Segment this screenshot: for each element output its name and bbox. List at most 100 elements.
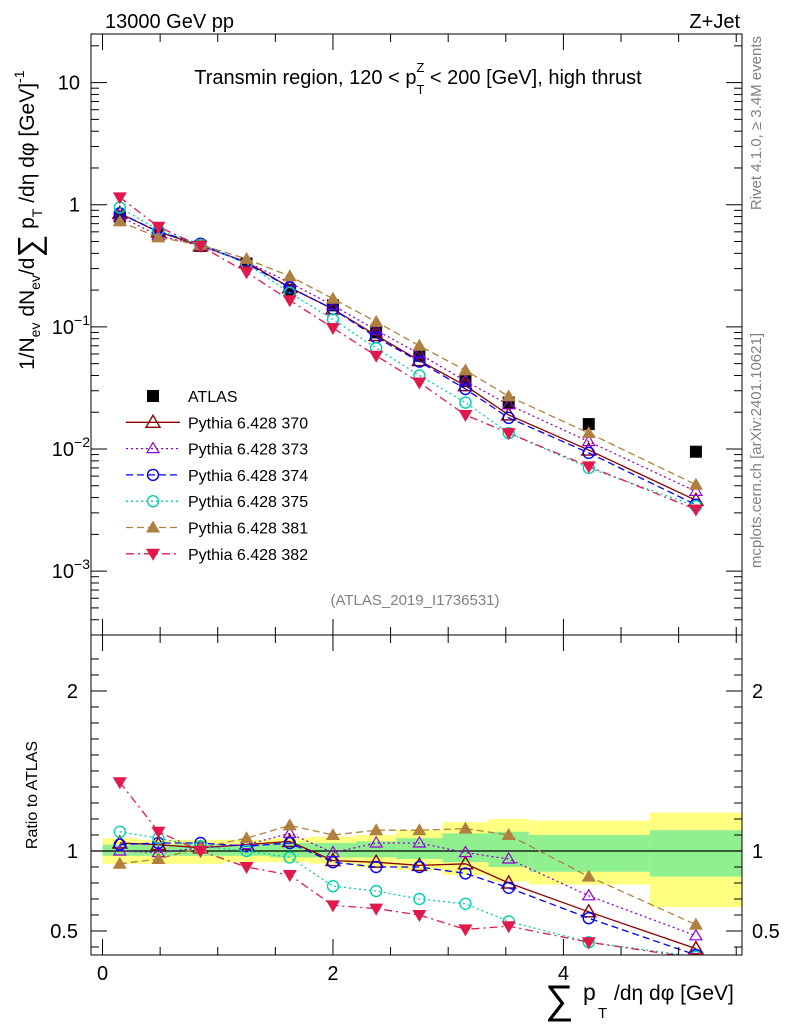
ratio-data-point-p375 [689, 950, 702, 955]
legend-marker [146, 520, 160, 533]
ratio-data-point-p381 [282, 818, 297, 831]
ratio-series-line-p381 [119, 824, 697, 926]
main-plot-series [111, 192, 705, 517]
ratio-series-line-p370 [119, 840, 697, 950]
ratio-data-point-p373 [239, 837, 254, 850]
legend-label: Pythia 6.428 382 [188, 547, 308, 564]
ratio-data-point-p381 [151, 852, 166, 864]
ratio-data-point-p382 [151, 826, 166, 839]
ratio-data-point-p374 [283, 836, 296, 850]
ratio-data-point-p373 [501, 851, 516, 864]
ratio-data-point-p375 [413, 892, 426, 906]
data-point-p381 [458, 363, 473, 376]
ratio-series-line-p373 [119, 832, 697, 937]
data-point-p382 [501, 428, 516, 441]
legend-item-p374: Pythia 6.428 374 [126, 468, 308, 485]
series-line-p381 [119, 220, 697, 486]
ratio-data-point-p374 [689, 948, 703, 955]
data-point-p382 [325, 322, 340, 335]
data-point-p375 [459, 396, 472, 409]
ratio-data-point-p381 [239, 831, 254, 844]
legend-label: Pythia 6.428 374 [188, 468, 308, 485]
ratio-data-point-p381 [458, 821, 473, 834]
data-point-p381 [151, 230, 166, 243]
legend: ATLAS Pythia 6.428 370 Pythia 6.428 373 Pyt… [126, 389, 308, 564]
data-point-p381 [688, 477, 703, 490]
y-axis-label-top: 1/Nev dNev/d∑ pT /dη dφ [GeV]-1 [11, 70, 47, 370]
process-label: Z+Jet [689, 11, 740, 33]
ratio-data-point-p374 [502, 881, 515, 894]
data-point-p381 [412, 338, 427, 351]
legend-marker [144, 413, 162, 428]
svg-text:p: p [583, 979, 596, 1005]
data-point-p373 [688, 484, 703, 496]
data-point-p382 [581, 461, 596, 474]
ratio-data-point-p375 [113, 825, 127, 838]
data-point-p381 [581, 426, 596, 439]
y-tick-label: 10−1 [52, 312, 90, 339]
ratio-data-point-p370 [457, 855, 474, 870]
ratio-data-point-p373 [412, 835, 427, 848]
x-tick-label: 4 [558, 963, 569, 985]
series-p374 [113, 207, 703, 511]
data-point-ATLAS [689, 445, 702, 458]
ratio-plot-frame [90, 634, 743, 956]
data-point-p374 [582, 446, 595, 460]
main-plot-frame [90, 33, 743, 636]
ratio-data-point-p370 [411, 857, 428, 872]
data-point-p374 [502, 411, 515, 425]
legend-label: Pythia 6.428 373 [188, 442, 308, 459]
ratio-data-point-p375 [326, 880, 340, 893]
ratio-data-point-p382 [325, 900, 340, 913]
legend-item-p373: Pythia 6.428 373 [126, 441, 308, 459]
uncertainty-band-inner [269, 843, 310, 858]
ratio-data-point-p375 [240, 844, 253, 858]
data-point-p381 [239, 251, 254, 264]
data-point-p382 [193, 240, 208, 253]
uncertainty-band-inner [356, 841, 397, 858]
ratio-data-point-p381 [581, 869, 596, 882]
ratio-plot-series [111, 777, 705, 955]
ratio-y-tick-label-left: 2 [67, 681, 78, 703]
data-point-ATLAS [582, 418, 595, 431]
chart-title: Transmin region, 120 < pTZ < 200 [GeV], … [194, 60, 642, 97]
ratio-data-point-p370 [111, 834, 129, 849]
series-line-p382 [119, 196, 697, 511]
y-axis-label-ratio: Ratio to ATLAS [24, 741, 41, 849]
ratio-data-point-p382 [412, 910, 427, 922]
ratio-data-point-p374 [459, 867, 472, 880]
ratio-data-point-p374 [113, 838, 127, 851]
ratio-data-point-p374 [369, 860, 383, 874]
data-point-p382 [412, 377, 427, 390]
y-tick-label: 10−3 [52, 556, 90, 583]
svg-text:∑: ∑ [545, 978, 574, 1022]
svg-text:T: T [598, 1005, 607, 1022]
ratio-data-point-p374 [413, 860, 426, 874]
ratio-data-point-p370 [580, 903, 597, 918]
ratio-y-tick-label-right: 2 [752, 681, 763, 703]
data-point-p373 [369, 322, 384, 335]
main-plot: 10 1 10−1 10−2 10−3 Transmin region, 120 < p… [11, 33, 743, 636]
uncertainty-band-inner [396, 838, 443, 859]
ratio-data-point-p382 [112, 777, 127, 790]
data-point-p373 [501, 397, 516, 410]
legend-marker [147, 390, 159, 402]
legend-label: Pythia 6.428 381 [188, 521, 308, 538]
ratio-data-point-p373 [369, 835, 384, 848]
data-point-p382 [239, 267, 254, 280]
ratio-data-point-p373 [458, 845, 473, 858]
series-line-p375 [119, 206, 697, 507]
ratio-data-point-p382 [458, 924, 473, 937]
ratio-data-point-p382 [239, 862, 254, 874]
ratio-data-point-p381 [112, 856, 127, 869]
y-tick-label: 10−2 [52, 434, 90, 461]
ratio-series-p382 [112, 777, 703, 955]
ratio-series-p374 [113, 836, 703, 955]
ratio-data-point-p382 [369, 903, 384, 916]
legend-item-p375: Pythia 6.428 375 [126, 494, 308, 511]
svg-text:/dη dφ [GeV]: /dη dφ [GeV] [614, 982, 734, 1005]
ratio-data-point-p373 [688, 928, 703, 941]
main-plot-axes: 10 1 10−1 10−2 10−3 [52, 34, 742, 636]
ratio-data-point-p381 [688, 917, 703, 930]
ratio-series-line-p382 [119, 781, 679, 955]
